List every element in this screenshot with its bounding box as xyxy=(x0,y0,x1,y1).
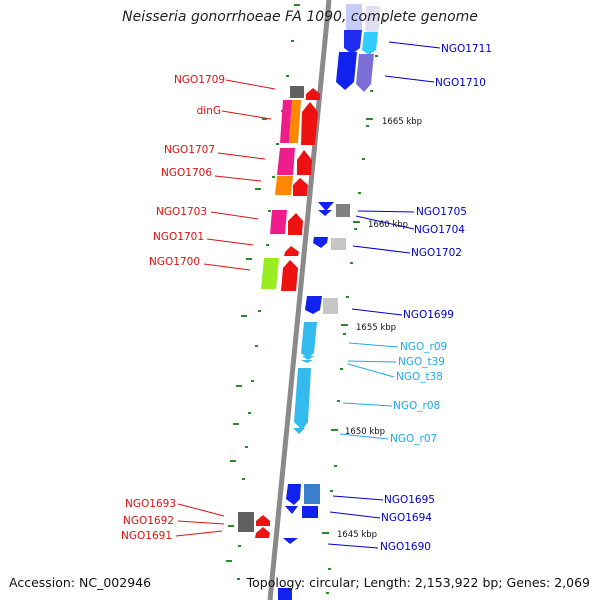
gene-ngo1706[interactable] xyxy=(275,176,293,195)
gene-ngo1703[interactable] xyxy=(270,210,287,234)
rna-ngo-r09[interactable] xyxy=(301,322,317,358)
right-labels: NGO1711 NGO1710 NGO1705 NGO1704 NGO1702 … xyxy=(380,43,492,553)
label-ngo1711[interactable]: NGO1711 xyxy=(441,43,492,55)
tick-labels: 1665 kbp 1660 kbp 1655 kbp 1650 kbp 1645… xyxy=(337,117,422,540)
gene-ngo1711-d[interactable] xyxy=(362,32,378,55)
tick-label-1665: 1665 kbp xyxy=(382,117,422,127)
label-ngo1707[interactable]: NGO1707 xyxy=(164,144,215,156)
gene-ngo1695-b[interactable] xyxy=(304,484,320,504)
gene-ngo1710-b[interactable] xyxy=(356,54,374,92)
gene-bottom[interactable] xyxy=(278,588,292,600)
label-ngo1695[interactable]: NGO1695 xyxy=(384,494,435,506)
accession-text: Accession: NC_002946 xyxy=(9,575,152,590)
tick-label-1650: 1650 kbp xyxy=(345,427,385,437)
gene-ngo1700-arrow[interactable] xyxy=(281,260,298,291)
label-ngo1692[interactable]: NGO1692 xyxy=(123,515,174,527)
gene-ngo1709-arrow[interactable] xyxy=(306,88,320,100)
label-ngo1690[interactable]: NGO1690 xyxy=(380,541,431,553)
gene-ngo1699[interactable] xyxy=(305,296,322,314)
gene-ngo1705[interactable] xyxy=(318,202,334,211)
tick-marks xyxy=(322,118,373,534)
rna-ngo-t39[interactable] xyxy=(302,356,314,360)
label-ngo-r08[interactable]: NGO_r08 xyxy=(393,400,440,412)
gene-ngo1702-b[interactable] xyxy=(331,238,346,250)
scale-dots-inner xyxy=(226,4,300,562)
scale-dots-right xyxy=(326,20,386,594)
gene-ngo1704[interactable] xyxy=(318,210,332,216)
gene-ngo1695[interactable] xyxy=(286,484,301,505)
gene-ngo1707-arrow[interactable] xyxy=(297,150,312,175)
label-ngo1709[interactable]: NGO1709 xyxy=(174,74,225,86)
label-ngo1693[interactable]: NGO1693 xyxy=(125,498,176,510)
gene-ngo1702[interactable] xyxy=(313,237,328,248)
label-ngo1702[interactable]: NGO1702 xyxy=(411,247,462,259)
left-labels: NGO1709 dinG NGO1707 NGO1706 NGO1703 NGO… xyxy=(121,74,225,542)
label-ngo-r07[interactable]: NGO_r07 xyxy=(390,433,437,445)
genome-title: Neisseria gonorrhoeae FA 1090, complete … xyxy=(122,9,478,25)
tick-label-1660: 1660 kbp xyxy=(368,220,408,230)
gene-ngo1694[interactable] xyxy=(285,506,298,514)
label-ngo1700[interactable]: NGO1700 xyxy=(149,256,200,268)
label-ngo-r09[interactable]: NGO_r09 xyxy=(400,341,447,353)
rna-ngo-t38[interactable] xyxy=(301,360,313,363)
gene-ngo1709[interactable] xyxy=(290,86,304,98)
rna-ngo-r08[interactable] xyxy=(294,368,311,430)
label-ngo1703[interactable]: NGO1703 xyxy=(156,206,207,218)
gene-ding-c[interactable] xyxy=(301,102,318,145)
gene-ngo1700[interactable] xyxy=(261,258,279,289)
gene-ngo1705-b[interactable] xyxy=(336,204,350,217)
gene-ngo1711-b[interactable] xyxy=(365,6,380,36)
gene-ngo1703-arrow[interactable] xyxy=(288,213,303,235)
gene-ngo1691[interactable] xyxy=(255,527,270,538)
gene-ngo1711-a[interactable] xyxy=(346,4,362,38)
topology-text: Topology: circular; Length: 2,153,922 bp… xyxy=(246,575,590,590)
tick-label-1645: 1645 kbp xyxy=(337,530,377,540)
rna-ngo-r07[interactable] xyxy=(293,428,305,434)
gene-ngo1707[interactable] xyxy=(277,148,295,175)
tick-label-1655: 1655 kbp xyxy=(356,323,396,333)
label-ngo1691[interactable]: NGO1691 xyxy=(121,530,172,542)
gene-ngo1694-b[interactable] xyxy=(302,506,318,518)
label-ngo1705[interactable]: NGO1705 xyxy=(416,206,467,218)
gene-ngo1710-a[interactable] xyxy=(336,52,357,90)
rna-labels: NGO_r09 NGO_t39 NGO_t38 NGO_r08 NGO_r07 xyxy=(390,341,447,445)
gene-ding-a[interactable] xyxy=(280,100,292,143)
left-label-lines xyxy=(175,79,276,537)
label-ngo-t39[interactable]: NGO_t39 xyxy=(398,356,445,368)
label-ngo1694[interactable]: NGO1694 xyxy=(381,512,432,524)
gene-ngo1690[interactable] xyxy=(283,538,298,544)
label-ngo1710[interactable]: NGO1710 xyxy=(435,77,486,89)
right-label-lines xyxy=(327,41,441,549)
label-ngo1704[interactable]: NGO1704 xyxy=(414,224,465,236)
gene-ngo1693[interactable] xyxy=(238,512,254,532)
rna-label-lines xyxy=(339,342,399,440)
gene-ngo1699-b[interactable] xyxy=(323,298,338,314)
gene-ngo1692[interactable] xyxy=(256,515,270,526)
gene-ngo1706-arrow[interactable] xyxy=(293,178,308,196)
gene-ding-b[interactable] xyxy=(289,100,301,143)
gene-ngo1711-c[interactable] xyxy=(344,30,362,54)
gene-ngo1701[interactable] xyxy=(284,246,299,256)
label-ngo1706[interactable]: NGO1706 xyxy=(161,167,212,179)
label-ngo1701[interactable]: NGO1701 xyxy=(153,231,204,243)
label-ding[interactable]: dinG xyxy=(197,105,221,117)
label-ngo1699[interactable]: NGO1699 xyxy=(403,309,454,321)
label-ngo-t38[interactable]: NGO_t38 xyxy=(396,371,443,383)
